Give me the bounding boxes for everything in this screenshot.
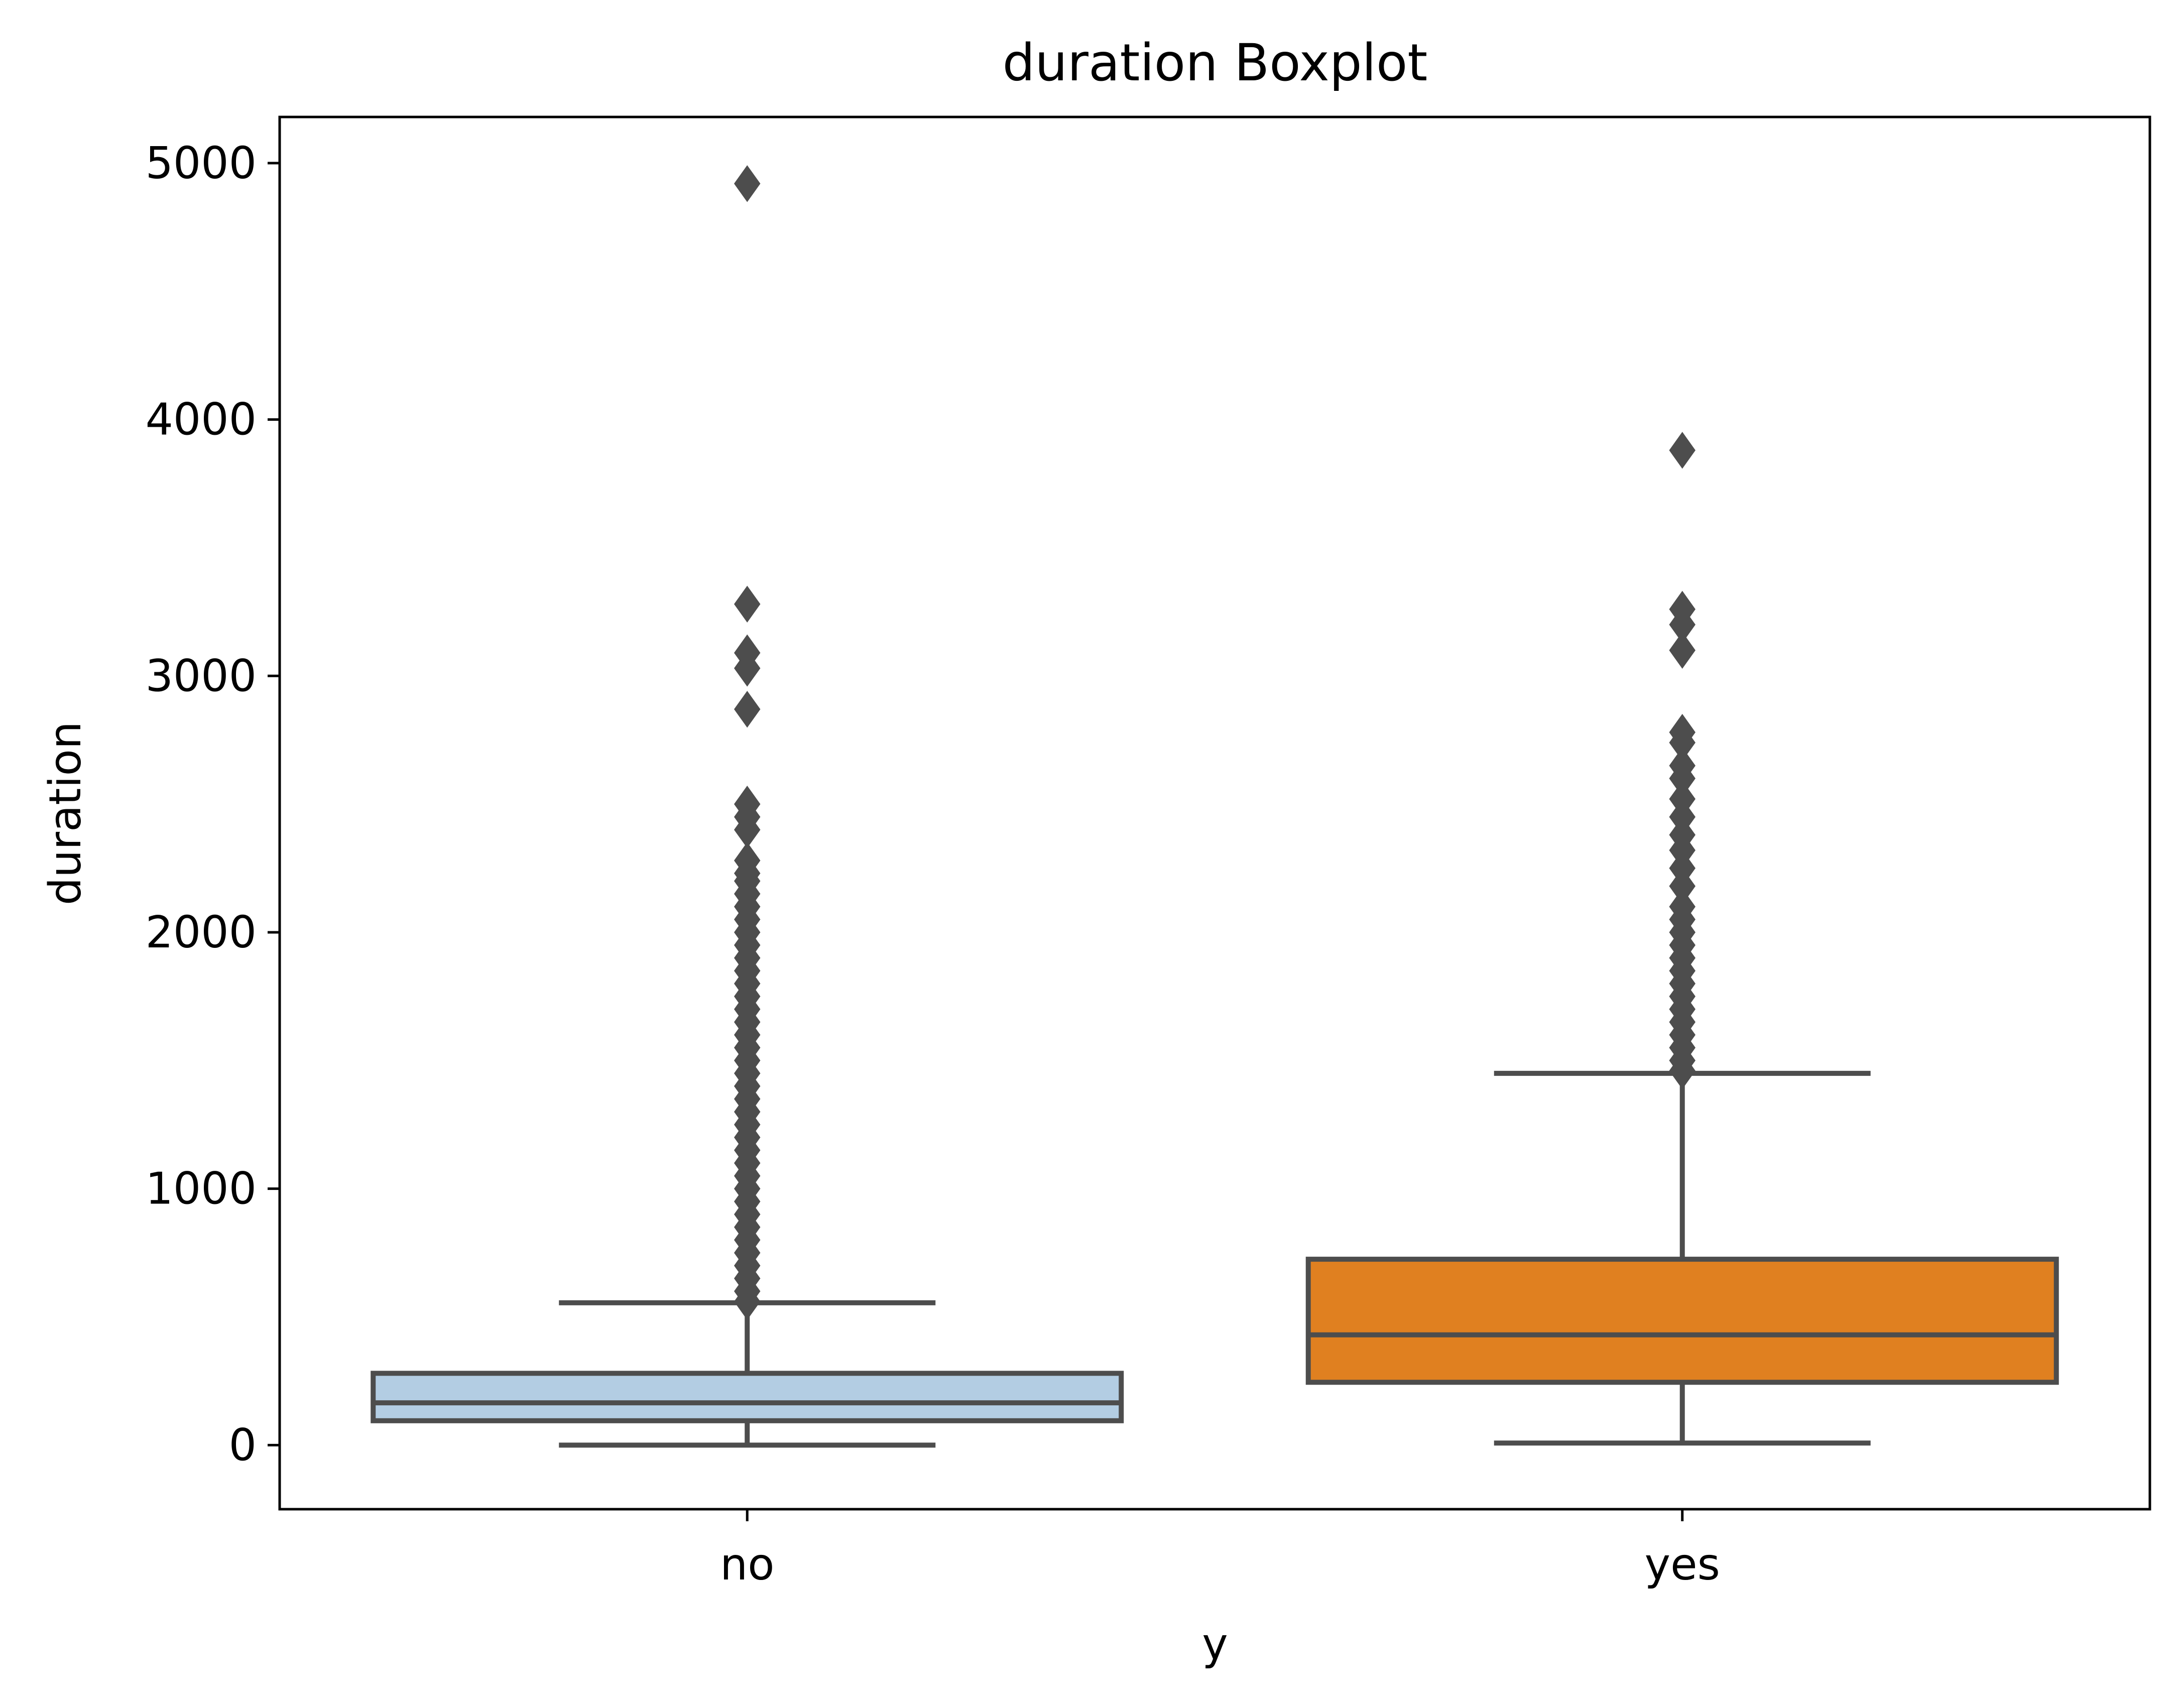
y-tick-label: 0 (229, 1419, 257, 1471)
x-axis-ticks: no yes (720, 1509, 1720, 1590)
outlier-point (734, 585, 761, 623)
y-tick-label: 1000 (146, 1163, 257, 1214)
boxplot-no (371, 165, 1124, 1448)
axes-frame (278, 115, 2151, 1511)
outlier-point (1669, 432, 1695, 469)
boxplots (371, 165, 2059, 1448)
y-tick-label: 2000 (146, 907, 257, 958)
y-tick-label: 3000 (146, 650, 257, 701)
box-iqr (371, 1371, 1124, 1423)
chart-title: duration Boxplot (1003, 33, 1428, 93)
x-tick-label: no (720, 1539, 774, 1590)
x-axis-label: y (1202, 1619, 1228, 1670)
outlier-point (734, 1283, 761, 1320)
boxplot-yes (1305, 432, 2059, 1446)
plot-area: 0 1000 2000 3000 4000 5000 no yes (146, 115, 2151, 1590)
outlier-point (1669, 632, 1695, 669)
y-axis-label: duration (40, 721, 91, 905)
outlier-point (734, 690, 761, 728)
y-tick-label: 4000 (146, 394, 257, 445)
outlier-point (734, 165, 761, 202)
y-tick-label: 5000 (146, 138, 257, 189)
outlier-point (734, 650, 761, 687)
box-iqr (1305, 1257, 2059, 1385)
outlier-point (1669, 1052, 1695, 1089)
y-axis-ticks: 0 1000 2000 3000 4000 5000 (146, 138, 280, 1471)
x-tick-label: yes (1645, 1539, 1720, 1590)
